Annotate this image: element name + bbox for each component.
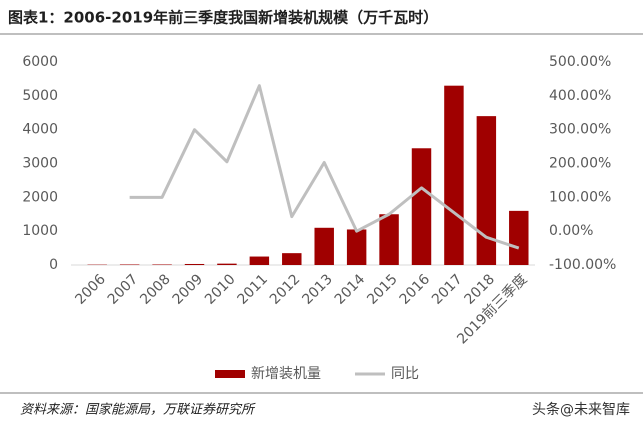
y-tick-label: 6000 — [22, 54, 58, 70]
watermark: 头条@未来智库 — [532, 401, 630, 418]
y-tick-label: 0 — [49, 257, 58, 273]
line — [129, 84, 520, 250]
x-tick-label: 2010 — [202, 271, 239, 308]
x-tick-label: 2007 — [105, 271, 142, 308]
source: 资料来源：国家能源局，万联证券研究所 — [20, 402, 256, 418]
y-tick-label: 3000 — [22, 156, 58, 172]
x-tick-label: 2008 — [137, 271, 174, 308]
y-tick-label: 5000 — [22, 88, 58, 104]
y2-tick-label: 200.00% — [549, 156, 611, 172]
bar — [217, 263, 237, 265]
x-tick-label: 2015 — [364, 271, 401, 308]
y2-tick-label: 0.00% — [549, 223, 593, 239]
x-tick-label: 2013 — [299, 271, 336, 308]
y-tick-label: 1000 — [22, 223, 58, 239]
y2-tick-label: 100.00% — [549, 189, 611, 205]
y-tick-label: 4000 — [22, 122, 58, 138]
bar — [184, 263, 205, 265]
bar — [379, 214, 399, 265]
x-tick-label: 2012 — [267, 271, 304, 308]
bar — [444, 85, 464, 265]
y2-tick-label: 400.00% — [549, 88, 611, 104]
bar — [411, 148, 432, 265]
bar — [282, 253, 302, 265]
x-tick-label: 2014 — [332, 271, 369, 308]
bar — [346, 229, 367, 265]
y2-tick-label: -100.00% — [549, 257, 616, 273]
y-tick-label: 2000 — [22, 189, 58, 205]
x-tick-label: 2009 — [170, 271, 207, 308]
chart-title: 图表1：2006-2019年前三季度我国新增装机规模（万千瓦时） — [8, 9, 438, 27]
legend-label: 新增装机量 — [251, 366, 321, 382]
bar — [249, 256, 270, 265]
bar — [119, 264, 140, 265]
legend-label: 同比 — [391, 366, 419, 382]
legend-swatch — [215, 370, 245, 378]
bar — [314, 227, 334, 265]
x-tick-label: 2016 — [397, 271, 434, 308]
x-tick-label: 2006 — [72, 271, 109, 308]
bar — [509, 210, 529, 265]
bar — [152, 264, 172, 265]
y2-tick-label: 500.00% — [549, 54, 611, 70]
x-tick-label: 2011 — [234, 271, 271, 308]
x-tick-label: 2017 — [429, 271, 466, 308]
y2-tick-label: 300.00% — [549, 122, 611, 138]
bar — [476, 116, 497, 265]
